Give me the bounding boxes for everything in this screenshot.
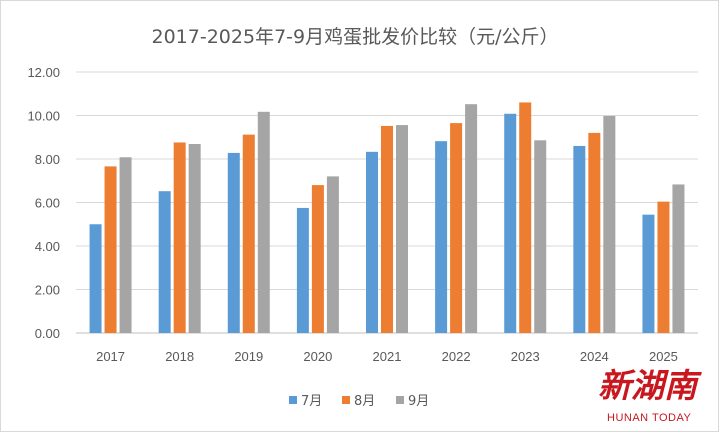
legend-swatch bbox=[289, 396, 297, 404]
x-tick-label: 2017 bbox=[96, 349, 125, 364]
x-tick-label: 2021 bbox=[373, 349, 402, 364]
bar-2018-8月 bbox=[173, 142, 186, 333]
bar-2024-9月 bbox=[603, 115, 616, 333]
legend-swatch bbox=[342, 396, 350, 404]
bar-2017-7月 bbox=[89, 224, 102, 333]
y-tick-label: 2.00 bbox=[35, 283, 60, 298]
x-tick-label: 2024 bbox=[580, 349, 609, 364]
watermark-logo: 新湖南 HUNAN TODAY bbox=[598, 366, 702, 424]
bar-2020-7月 bbox=[296, 207, 309, 333]
bar-2017-9月 bbox=[119, 157, 132, 333]
bar-2022-7月 bbox=[435, 141, 448, 333]
bar-2023-9月 bbox=[534, 140, 547, 333]
bar-2025-9月 bbox=[672, 184, 685, 333]
bar-2025-8月 bbox=[657, 201, 670, 333]
bar-2020-8月 bbox=[311, 185, 324, 333]
bar-2023-8月 bbox=[519, 102, 532, 333]
watermark-sub-text: HUNAN TODAY bbox=[607, 412, 692, 424]
bar-2017-8月 bbox=[104, 166, 117, 333]
x-tick-label: 2019 bbox=[234, 349, 263, 364]
bar-2023-7月 bbox=[504, 113, 517, 333]
legend-label: 7月 bbox=[301, 394, 322, 409]
bar-2024-7月 bbox=[573, 145, 586, 333]
x-tick-label: 2025 bbox=[649, 349, 678, 364]
bar-2019-8月 bbox=[242, 134, 255, 333]
bar-2021-9月 bbox=[396, 125, 408, 333]
y-tick-label: 8.00 bbox=[35, 152, 60, 167]
y-tick-label: 4.00 bbox=[35, 239, 60, 254]
bar-2018-7月 bbox=[158, 191, 171, 333]
legend: 7月 8月 9月 bbox=[289, 394, 429, 409]
bar-2021-7月 bbox=[366, 151, 378, 333]
x-tick-label: 2020 bbox=[303, 349, 332, 364]
bar-2019-7月 bbox=[227, 152, 240, 333]
y-tick-label: 10.00 bbox=[27, 109, 60, 124]
x-tick-label: 2022 bbox=[442, 349, 471, 364]
x-tick-label: 2023 bbox=[511, 349, 540, 364]
bars bbox=[89, 102, 685, 334]
x-axis: 2017 2018 2019 2020 2021 2022 2023 2024 2025 bbox=[96, 349, 678, 364]
legend-label: 8月 bbox=[354, 394, 375, 409]
bar-2019-9月 bbox=[257, 111, 270, 334]
bar-2018-9月 bbox=[188, 143, 201, 333]
bar-2025-7月 bbox=[642, 214, 655, 333]
legend-label: 9月 bbox=[408, 394, 429, 409]
bar-2024-8月 bbox=[588, 132, 601, 333]
x-tick-label: 2018 bbox=[165, 349, 194, 364]
chart-title: 2017-2025年7-9月鸡蛋批发价比较（元/公斤） bbox=[152, 26, 559, 48]
y-tick-label: 12.00 bbox=[27, 65, 60, 80]
bar-2022-9月 bbox=[465, 104, 478, 333]
legend-swatch bbox=[396, 396, 404, 404]
bar-2022-8月 bbox=[450, 123, 463, 333]
y-tick-label: 0.00 bbox=[35, 326, 60, 341]
watermark-logo-text: 新湖南 bbox=[598, 366, 702, 405]
bar-2020-9月 bbox=[326, 176, 339, 333]
y-tick-label: 6.00 bbox=[35, 196, 60, 211]
bar-2021-8月 bbox=[381, 125, 393, 333]
y-axis: 0.00 2.00 4.00 6.00 8.00 10.00 12.00 bbox=[27, 65, 60, 341]
